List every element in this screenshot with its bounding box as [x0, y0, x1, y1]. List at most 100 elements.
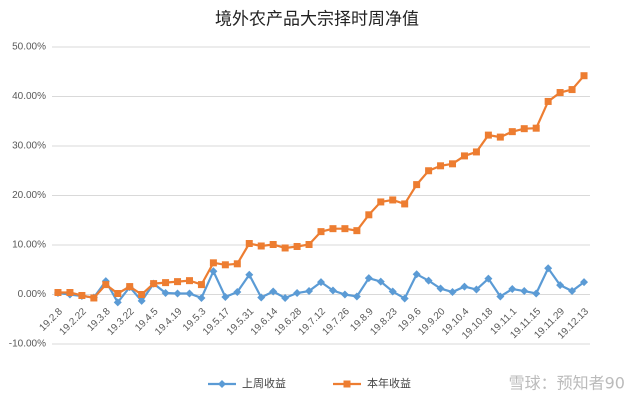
point-marker [233, 260, 241, 268]
point-marker [269, 241, 277, 249]
point-marker [257, 242, 265, 250]
point-marker [197, 281, 205, 289]
point-marker [281, 293, 290, 302]
point-marker [293, 242, 301, 250]
point-marker [221, 292, 230, 301]
point-marker [580, 72, 588, 80]
point-marker [114, 290, 122, 298]
x-tick-label: 19.8.23 [368, 306, 400, 338]
point-marker [328, 286, 337, 295]
point-marker [460, 282, 469, 291]
point-marker [185, 277, 193, 285]
point-marker [161, 289, 170, 298]
legend-label: 上周收益 [242, 376, 286, 390]
point-marker [329, 225, 337, 233]
point-marker [568, 86, 576, 94]
point-marker [305, 287, 314, 296]
point-marker [460, 152, 468, 160]
point-marker [317, 278, 325, 287]
point-marker [449, 160, 457, 168]
point-marker [389, 196, 397, 204]
point-marker [377, 198, 385, 206]
point-marker [281, 244, 289, 252]
point-marker [340, 290, 349, 299]
point-marker [90, 294, 98, 302]
point-marker [150, 280, 158, 288]
point-marker [364, 274, 373, 283]
point-marker [269, 287, 278, 296]
x-tick-label: 19.2.22 [57, 306, 89, 338]
point-marker [472, 148, 480, 156]
point-marker [508, 285, 517, 294]
point-marker [245, 270, 254, 279]
point-marker [484, 131, 492, 139]
legend-marker [218, 380, 226, 388]
point-marker [496, 133, 504, 141]
chart-title: 境外农产品大宗择时周净值 [215, 10, 419, 30]
x-tick-label: 19.7.26 [321, 306, 353, 338]
point-marker [401, 200, 409, 208]
y-tick-label: 40.00% [12, 91, 46, 102]
point-marker [400, 294, 409, 303]
point-marker [209, 267, 218, 276]
y-tick-label: 20.00% [12, 190, 46, 201]
point-marker [484, 274, 493, 283]
point-marker [113, 298, 122, 307]
point-marker [353, 227, 361, 235]
point-marker [520, 287, 529, 296]
x-tick-label: 19.3.22 [105, 306, 137, 338]
point-marker [388, 287, 397, 296]
point-marker [209, 259, 217, 267]
point-marker [544, 264, 553, 273]
point-marker [233, 288, 242, 297]
y-tick-label: -10.00% [9, 339, 46, 350]
point-marker [580, 278, 589, 287]
point-marker [520, 125, 528, 133]
y-tick-label: 50.00% [12, 42, 46, 53]
x-tick-label: 19.4.19 [153, 306, 185, 338]
point-marker [138, 291, 146, 298]
point-marker [257, 293, 266, 302]
point-marker [544, 97, 552, 105]
point-marker [221, 261, 229, 269]
point-marker [412, 270, 421, 279]
legend-marker [343, 380, 351, 388]
y-tick-label: 10.00% [12, 240, 46, 251]
point-marker [508, 128, 516, 136]
point-marker [425, 167, 433, 175]
point-marker [352, 292, 361, 301]
point-marker [448, 288, 457, 297]
point-marker [54, 289, 62, 297]
point-marker [102, 281, 110, 289]
series-line [57, 74, 585, 300]
point-marker [197, 293, 206, 302]
watermark: 雪球：预知者90 [509, 374, 625, 393]
point-marker [78, 291, 86, 299]
legend-label: 本年收益 [367, 376, 411, 390]
point-marker [532, 124, 540, 132]
point-marker [496, 292, 505, 301]
point-marker [317, 228, 325, 236]
point-marker [532, 289, 541, 298]
point-marker [556, 281, 565, 290]
point-marker [162, 279, 170, 287]
point-marker [437, 162, 445, 170]
point-marker [126, 283, 134, 291]
point-marker [413, 181, 421, 189]
point-marker [424, 276, 433, 285]
point-marker [376, 277, 385, 286]
point-marker [341, 225, 349, 233]
point-marker [66, 289, 74, 297]
point-marker [568, 287, 577, 296]
y-tick-label: 30.00% [12, 141, 46, 152]
point-marker [293, 289, 302, 298]
point-marker [174, 278, 182, 286]
point-marker [436, 284, 445, 293]
point-marker [472, 285, 481, 294]
point-marker [245, 240, 253, 248]
point-marker [185, 289, 194, 298]
point-marker [305, 241, 313, 249]
y-tick-label: 0.00% [18, 289, 46, 300]
point-marker [137, 296, 146, 305]
